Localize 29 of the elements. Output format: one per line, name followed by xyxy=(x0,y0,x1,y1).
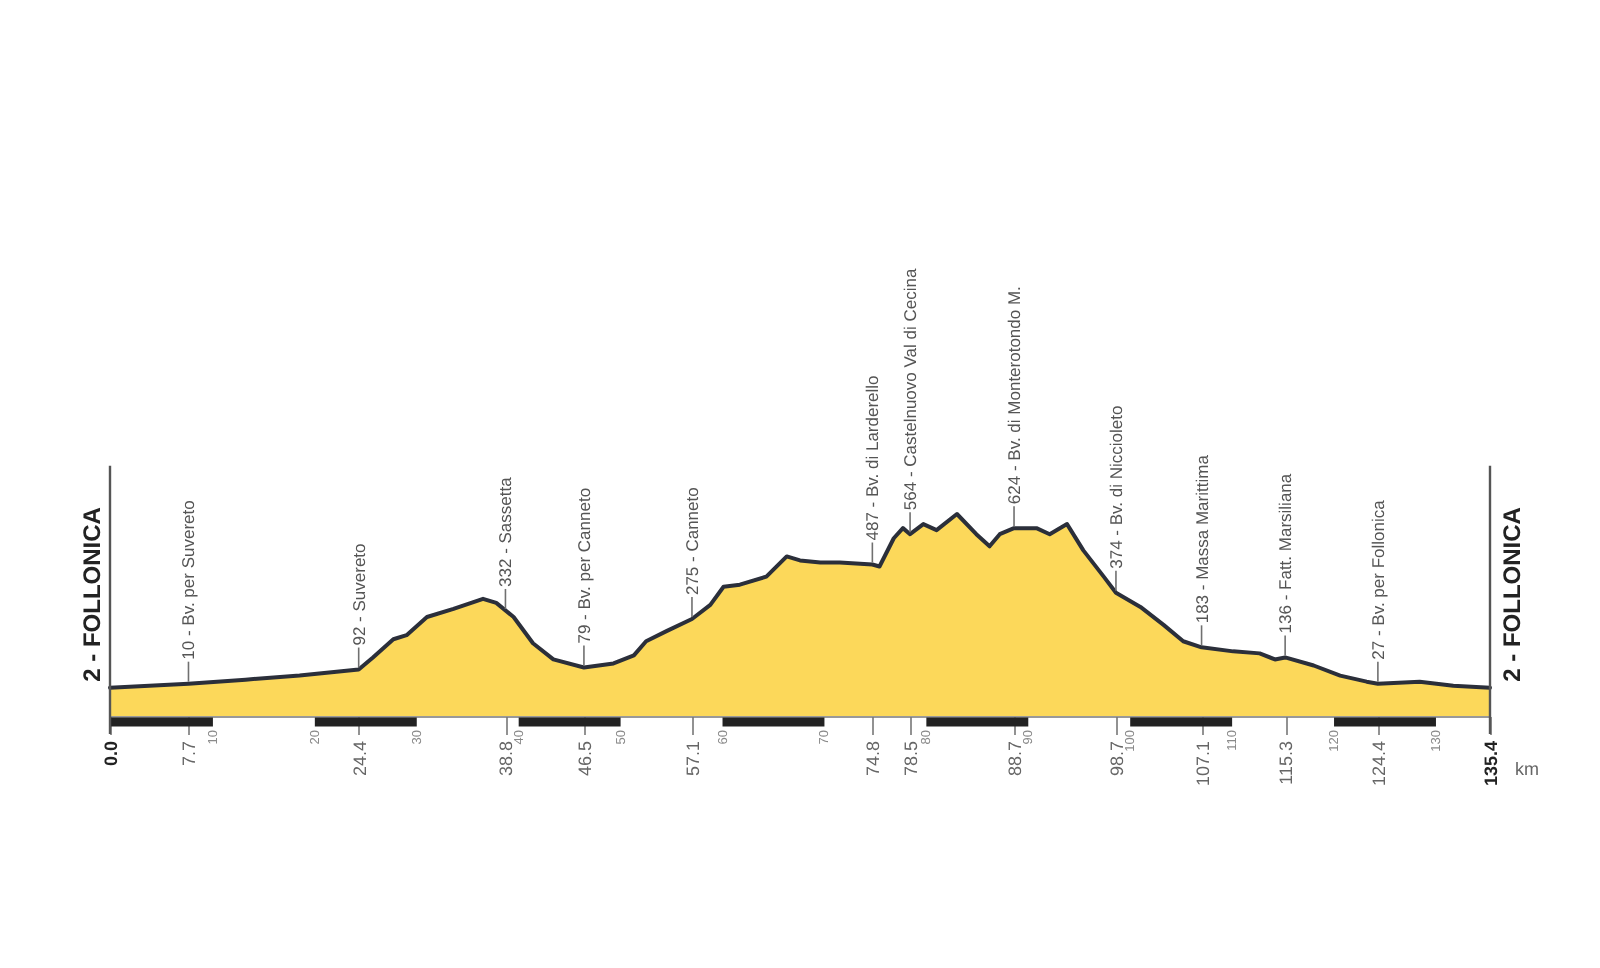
x-tick-label: 98.7 xyxy=(1106,741,1127,777)
x-tick-label: 135.4 xyxy=(1481,741,1501,787)
annotation: 2 - FOLLONICA xyxy=(78,506,106,682)
annotation: 10 - Bv. per Suvereto xyxy=(178,499,199,660)
annotation: 332 - Sassetta xyxy=(495,476,516,587)
annotation: 624 - Bv. di Monterotondo M. xyxy=(1004,286,1025,505)
annotation: 374 - Bv. di Niccioleto xyxy=(1105,405,1126,569)
annotation: 27 - Bv. per Follonica xyxy=(1367,499,1388,660)
annotation: 2 - FOLLONICA xyxy=(1498,506,1526,682)
x-tick-label: 7.7 xyxy=(179,741,200,767)
x-tick-label: 46.5 xyxy=(574,741,595,777)
x-tick-label: 124.4 xyxy=(1368,741,1389,787)
x-tick-label: 24.4 xyxy=(349,741,370,777)
x-tick-label: 74.8 xyxy=(863,741,884,777)
annotation: 136 - Fatt. Marsiliana xyxy=(1275,473,1296,634)
x-tick-label: 115.3 xyxy=(1276,741,1297,785)
annotation: 92 - Suvereto xyxy=(348,542,369,646)
x-axis-title: km xyxy=(1515,759,1539,779)
x-tick-label: 57.1 xyxy=(682,741,703,777)
annotation: 487 - Bv. di Larderello xyxy=(862,374,883,541)
x-tick-label: 0.0 xyxy=(101,741,121,767)
annotation: 564 - Castelnuovo Val di Cecina xyxy=(900,268,921,511)
x-tick-label: 107.1 xyxy=(1192,741,1213,787)
annotation: 79 - Bv. per Canneto xyxy=(573,487,594,644)
annotation: 183 - Massa Marittima xyxy=(1191,454,1212,624)
x-tick-label: 38.8 xyxy=(496,741,517,777)
x-tick-label: 78.5 xyxy=(901,741,922,777)
x-tick-label: 88.7 xyxy=(1005,741,1026,777)
annotation: 275 - Canneto xyxy=(681,486,702,596)
